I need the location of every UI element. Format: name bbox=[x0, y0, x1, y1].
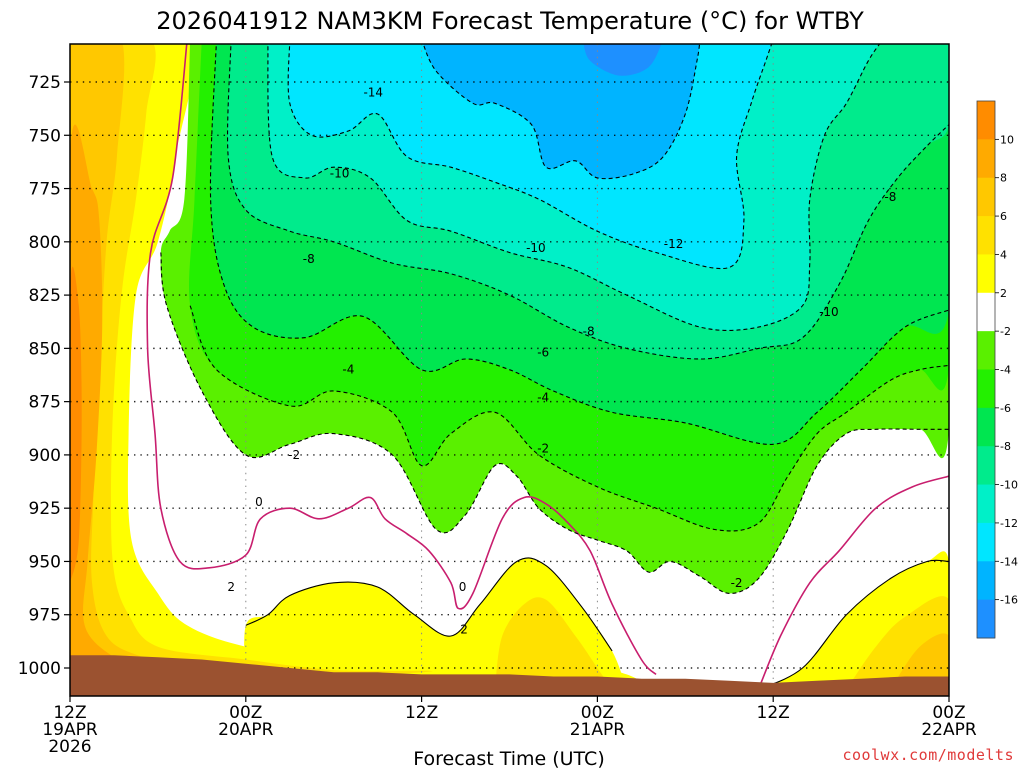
x-axis-label: Forecast Time (UTC) bbox=[413, 748, 604, 768]
colorbar-label-10: 10 bbox=[1000, 133, 1014, 146]
plot-frame bbox=[69, 43, 950, 697]
contour-label-layer: -14 -10 -8 -10 -12 -8 -8 -10 -6 -4 -4 -2 -2 0 0 -2 2 2 bbox=[227, 86, 896, 637]
colorbar-label-6: 6 bbox=[1000, 210, 1007, 223]
contour-label-2: -10 bbox=[330, 167, 350, 181]
y-tick-label-775: 775 bbox=[29, 180, 61, 200]
temp-region-8 bbox=[890, 633, 949, 690]
chart-title: 2026041912 NAM3KM Forecast Temperature (… bbox=[156, 7, 864, 35]
contour-label-7: -8 bbox=[583, 324, 595, 338]
colorbar-label--12: -12 bbox=[1000, 517, 1018, 530]
x-tick-label-0-1: 12Z bbox=[53, 703, 86, 723]
colorbar-label--14: -14 bbox=[1000, 555, 1018, 568]
contour--12-10 bbox=[287, 44, 773, 270]
y-tick-label-950: 950 bbox=[29, 552, 61, 572]
colorbar-swatch-8 bbox=[977, 139, 995, 179]
colorbar-swatch--4 bbox=[977, 331, 995, 370]
contour--6-7 bbox=[209, 44, 949, 445]
x-tick-label-36-2: 21APR bbox=[570, 720, 626, 740]
contour-label-1: -14 bbox=[363, 86, 383, 100]
colorbar-label--4: -4 bbox=[1000, 364, 1011, 377]
contour-label-9: -6 bbox=[537, 346, 549, 360]
colorbar-swatch--8 bbox=[977, 407, 995, 447]
colorbar-label--8: -8 bbox=[1000, 440, 1011, 453]
contour-label-17: 2 bbox=[227, 580, 235, 594]
contour-label-11: -4 bbox=[537, 390, 549, 404]
colorbar-swatch-6 bbox=[977, 177, 995, 217]
x-tick-label-0-2: 19APR bbox=[42, 720, 98, 740]
colorbar-label--6: -6 bbox=[1000, 402, 1011, 415]
temperature-fill-layer bbox=[70, 44, 949, 690]
terrain-ground bbox=[70, 655, 949, 696]
contour--14-11 bbox=[422, 44, 701, 180]
colorbar-swatch--16 bbox=[977, 561, 995, 601]
x-tick-label-48-1: 12Z bbox=[757, 703, 790, 723]
contour-label-4: -10 bbox=[526, 241, 546, 255]
colorbar-label-8: 8 bbox=[1000, 172, 1007, 185]
colorbar-swatch--10 bbox=[977, 446, 995, 486]
y-tick-label-800: 800 bbox=[29, 233, 61, 253]
x-tick-label-12-2: 20APR bbox=[218, 720, 274, 740]
x-tick-label-0-3: 2026 bbox=[48, 737, 91, 757]
contour-label-14: 0 bbox=[255, 495, 263, 509]
contour-label-13: -2 bbox=[537, 442, 549, 456]
temp-region-10 bbox=[70, 266, 82, 668]
contour-label-15: 0 bbox=[459, 580, 467, 594]
contour-label-3: -8 bbox=[303, 252, 315, 266]
x-tick-label-60-1: 00Z bbox=[932, 703, 965, 723]
contour-label-5: -12 bbox=[664, 237, 684, 251]
credit-text: coolwx.com/modelts bbox=[842, 746, 1014, 764]
y-tick-label-850: 850 bbox=[29, 339, 61, 359]
contour-label-18: 2 bbox=[460, 623, 468, 637]
y-tick-label-975: 975 bbox=[29, 606, 61, 626]
x-tick-label-24-1: 12Z bbox=[405, 703, 438, 723]
colorbar-swatch-2 bbox=[977, 254, 995, 294]
contour--8-8 bbox=[226, 44, 949, 360]
colorbar-swatch--6 bbox=[977, 369, 995, 409]
x-tick-label-60-2: 22APR bbox=[921, 720, 977, 740]
colorbar-swatch--14 bbox=[977, 522, 995, 562]
colorbar-label--10: -10 bbox=[1000, 479, 1018, 492]
terrain-layer bbox=[70, 655, 949, 696]
contour-label-6: -8 bbox=[884, 190, 896, 204]
y-tick-label-825: 825 bbox=[29, 286, 61, 306]
temp-region-18 bbox=[583, 44, 662, 76]
contour-label-10: -4 bbox=[342, 363, 354, 377]
colorbar-label-4: 4 bbox=[1000, 248, 1007, 261]
colorbar-swatch-10 bbox=[977, 101, 995, 140]
y-tick-label-725: 725 bbox=[29, 73, 61, 93]
colorbar-label--16: -16 bbox=[1000, 594, 1018, 607]
y-tick-label-875: 875 bbox=[29, 393, 61, 413]
colorbar-label--2: -2 bbox=[1000, 325, 1011, 338]
contour-2-3 bbox=[245, 557, 613, 652]
x-tick-label-12-1: 00Z bbox=[229, 703, 262, 723]
colorbar-swatch-4 bbox=[977, 216, 995, 255]
contour-layer bbox=[146, 44, 949, 690]
contour--4-6 bbox=[189, 305, 949, 532]
colorbar-swatch--2 bbox=[977, 292, 995, 332]
y-tick-label-925: 925 bbox=[29, 499, 61, 519]
contour-2-4 bbox=[758, 559, 949, 690]
temp-region-7 bbox=[70, 44, 218, 690]
temp-region-17 bbox=[423, 44, 700, 179]
y-tick-label-1000: 1000 bbox=[18, 659, 61, 679]
contour-0-2 bbox=[757, 475, 949, 690]
temp-region-9 bbox=[70, 124, 145, 690]
temp-region-5 bbox=[494, 597, 613, 690]
y-tick-label-750: 750 bbox=[29, 126, 61, 146]
colorbar-label-2: 2 bbox=[1000, 287, 1007, 300]
colorbar-swatch--12 bbox=[977, 484, 995, 524]
contour-label-12: -2 bbox=[288, 448, 300, 462]
contour-label-8: -10 bbox=[819, 305, 839, 319]
colorbar-legend: -16 -14 -12 -10 -8 -6 -4 -2 2 4 6 8 10 bbox=[976, 100, 1018, 639]
contour-0-1 bbox=[146, 44, 657, 675]
contour--10-9 bbox=[267, 44, 881, 331]
colorbar-swatch--18 bbox=[977, 599, 995, 639]
contour-label-16: -2 bbox=[731, 576, 743, 590]
y-axis: 725 750 775 800 825 850 875 900 925 950 975 1000 bbox=[18, 73, 70, 679]
x-tick-label-36-1: 00Z bbox=[581, 703, 614, 723]
y-tick-label-900: 900 bbox=[29, 446, 61, 466]
